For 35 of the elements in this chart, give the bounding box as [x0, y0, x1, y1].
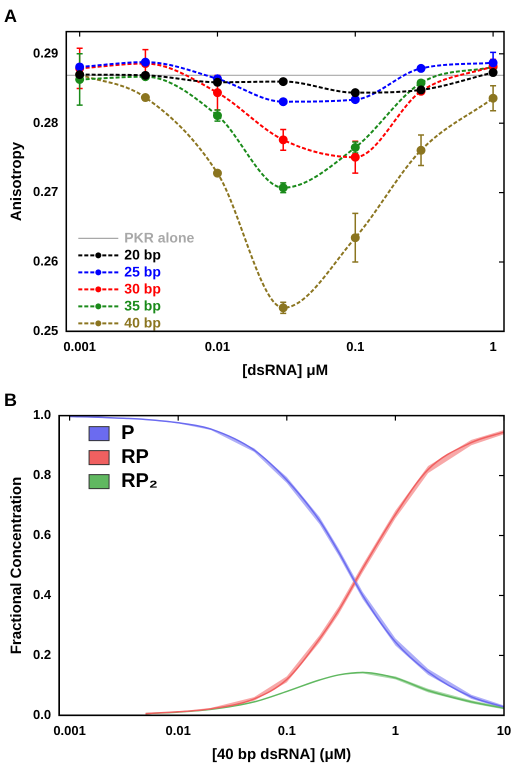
x-tick-label: 0.1	[346, 338, 364, 354]
x-tick-label: 0.001	[53, 722, 86, 738]
y-tick-label: 0.25	[32, 322, 58, 338]
legend-label: 30 bp	[124, 280, 161, 296]
legend-label: RP₂	[121, 470, 158, 492]
legend-label: 20 bp	[124, 246, 161, 262]
legend-label: 25 bp	[124, 263, 161, 280]
x-axis-title: [dsRNA] μM	[242, 362, 328, 380]
x-tick-label: 0.01	[166, 722, 191, 738]
y-tick-label: 0.28	[32, 114, 58, 130]
x-tick-label: 1	[392, 722, 400, 738]
x-tick-label: 1	[489, 338, 497, 354]
legend-label: P	[121, 422, 134, 444]
y-tick-label: 0.0	[32, 706, 52, 722]
legend-label: PKR alone	[124, 229, 195, 246]
chart-title: A	[4, 6, 17, 26]
legend-label: RP	[121, 446, 149, 468]
y-tick-label: 0.6	[32, 527, 52, 542]
y-tick-label: 0.29	[32, 45, 58, 60]
x-tick-label: 0.001	[63, 338, 96, 354]
y-tick-label: 0.2	[32, 647, 52, 662]
legend-label: 35 bp	[124, 297, 161, 314]
y-tick-label: 0.4	[32, 587, 52, 602]
x-axis-title: [40 bp dsRNA] (μM)	[212, 746, 352, 764]
legend-label: 40 bp	[124, 314, 161, 330]
y-tick-label: 1.0	[32, 407, 52, 422]
x-tick-label: 10	[496, 722, 512, 738]
y-tick-label: 0.26	[32, 254, 58, 269]
x-tick-label: 0.01	[204, 338, 230, 354]
y-axis-title: Fractional Concentration	[8, 476, 26, 654]
y-axis-title: Anisotropy	[8, 141, 26, 222]
chart-title: B	[4, 390, 17, 410]
x-tick-label: 0.1	[278, 722, 296, 738]
y-tick-label: 0.27	[32, 184, 58, 200]
y-tick-label: 0.8	[32, 467, 52, 482]
